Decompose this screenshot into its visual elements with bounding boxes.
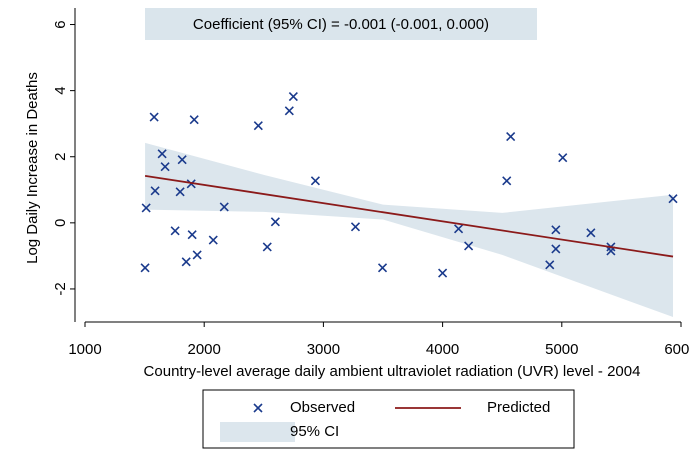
point [141, 203, 151, 213]
point [506, 132, 516, 142]
point [586, 228, 596, 238]
point [502, 176, 512, 186]
y-tick-label: 6 [52, 20, 69, 28]
legend-marker [253, 403, 263, 413]
x-tick-label: 3000 [307, 341, 340, 358]
point [377, 263, 388, 273]
point [177, 155, 187, 165]
point [310, 176, 320, 186]
point [558, 153, 568, 163]
point [288, 92, 298, 102]
point [160, 162, 170, 172]
x-tick-label: 1000 [68, 341, 101, 358]
point [175, 187, 185, 197]
point [350, 222, 361, 232]
point [149, 112, 159, 122]
point [262, 242, 272, 252]
point [270, 217, 280, 227]
y-tick-label: 2 [52, 153, 69, 161]
point [181, 257, 191, 267]
y-tick-label: 4 [52, 86, 69, 94]
y-tick-label: 0 [52, 219, 69, 227]
legend-label: 95% CI [290, 423, 339, 440]
point [189, 115, 199, 125]
point [219, 202, 229, 212]
point [551, 244, 561, 254]
legend-swatch [220, 422, 295, 442]
x-tick-label: 6000 [664, 341, 690, 358]
point [187, 230, 197, 240]
x-axis-title: Country-level average daily ambient ultr… [144, 363, 641, 380]
x-tick-label: 2000 [188, 341, 221, 358]
point [208, 235, 218, 245]
annotation-box [145, 8, 537, 40]
point [454, 224, 464, 234]
point [464, 241, 474, 251]
point [150, 186, 160, 196]
predicted-line [144, 175, 674, 258]
y-axis-title: Log Daily Increase in Deaths [24, 72, 41, 264]
point [545, 260, 555, 270]
legend-label: Predicted [487, 399, 550, 416]
point [170, 226, 180, 236]
point [253, 121, 263, 131]
point [157, 149, 167, 159]
point [192, 250, 202, 260]
x-tick-label: 4000 [426, 341, 459, 358]
point [140, 263, 150, 273]
point [551, 225, 561, 235]
point [284, 106, 294, 116]
y-tick-label: -2 [52, 282, 69, 295]
point [438, 268, 448, 278]
x-tick-label: 5000 [545, 341, 578, 358]
annotation: Coefficient (95% CI) = -0.001 (-0.001, 0… [193, 16, 489, 33]
legend-label: Observed [290, 399, 355, 416]
point [668, 194, 678, 204]
ci-band [145, 142, 674, 318]
